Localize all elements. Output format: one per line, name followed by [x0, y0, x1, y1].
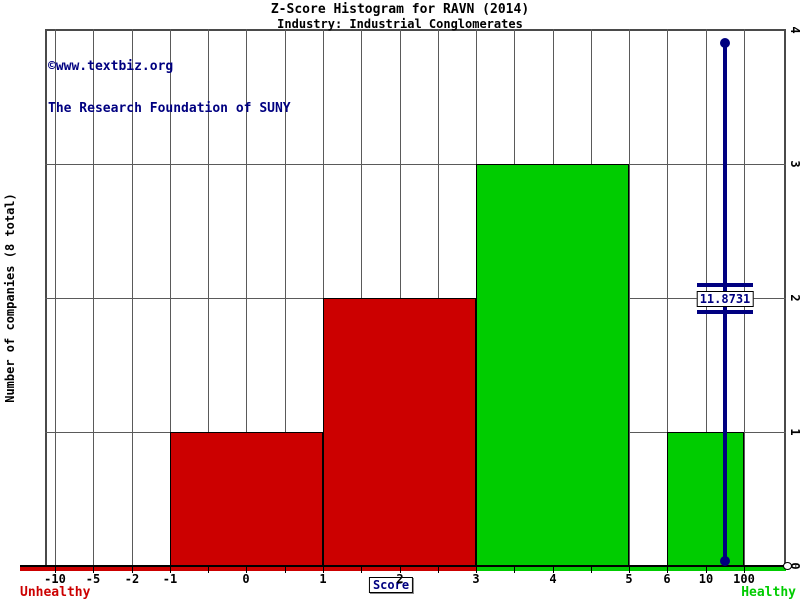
bar — [170, 432, 323, 566]
marker-whisker — [697, 283, 753, 287]
x-axis-title: Score — [368, 577, 414, 593]
x-tick — [553, 566, 554, 573]
x-tick-label: 4 — [549, 572, 557, 586]
v-gridline — [667, 29, 668, 566]
y-tick-label: 2 — [787, 291, 800, 305]
x-tick — [323, 566, 324, 573]
y-tick-label: 3 — [787, 157, 800, 171]
baseline-strip-healthy — [476, 567, 786, 571]
v-gridline — [132, 29, 133, 566]
x-tick — [438, 566, 439, 573]
x-tick-label: 1 — [319, 572, 327, 586]
watermark-line-2: The Research Foundation of SUNY — [48, 101, 291, 116]
v-gridline — [285, 29, 286, 566]
v-gridline — [170, 29, 171, 566]
x-tick-label: -2 — [124, 572, 140, 586]
x-tick — [476, 566, 477, 573]
x-tick-label: 100 — [733, 572, 755, 586]
marker-label: 11.8731 — [696, 291, 754, 307]
x-tick — [706, 566, 707, 573]
x-tick — [170, 566, 171, 573]
axis-end-circle — [783, 562, 792, 570]
h-gridline — [45, 164, 786, 165]
x-tick — [55, 566, 56, 573]
x-tick-label: -5 — [85, 572, 101, 586]
y-tick-label: 1 — [787, 425, 800, 439]
v-gridline — [55, 29, 56, 566]
x-tick — [285, 566, 286, 573]
x-tick-label: -1 — [162, 572, 178, 586]
v-gridline — [629, 29, 630, 566]
x-tick — [132, 566, 133, 573]
x-tick-label: 0 — [242, 572, 250, 586]
watermark: ©www.textbiz.org The Research Foundation… — [48, 32, 291, 144]
v-gridline — [400, 29, 401, 566]
x-axis-line — [20, 565, 786, 567]
x-tick — [93, 566, 94, 573]
bar — [476, 164, 629, 566]
v-gridline — [361, 29, 362, 566]
bar — [323, 298, 476, 566]
v-gridline — [208, 29, 209, 566]
chart-subtitle: Industry: Industrial Conglomerates — [277, 17, 523, 31]
x-tick — [246, 566, 247, 573]
x-tick-label: 5 — [625, 572, 633, 586]
zone-label-unhealthy: Unhealthy — [20, 585, 91, 600]
chart-title: Z-Score Histogram for RAVN (2014) — [270, 2, 530, 17]
y-axis-title: Number of companies (8 total) — [3, 193, 17, 403]
y-tick-label: 0 — [787, 559, 800, 573]
x-tick-label: 3 — [472, 572, 480, 586]
x-tick — [591, 566, 592, 573]
x-tick-label: 10 — [698, 572, 714, 586]
x-tick — [629, 566, 630, 573]
x-tick — [667, 566, 668, 573]
x-tick — [744, 566, 745, 573]
baseline-strip-unhealthy — [20, 567, 476, 571]
x-tick-label: 2 — [396, 572, 404, 586]
v-gridline — [323, 29, 324, 566]
watermark-line-1: ©www.textbiz.org — [48, 59, 174, 74]
bar — [667, 432, 744, 566]
y-tick-label: 4 — [787, 23, 800, 37]
x-tick — [208, 566, 209, 573]
plot-frame — [45, 29, 786, 566]
v-gridline — [93, 29, 94, 566]
v-gridline — [246, 29, 247, 566]
v-gridline — [438, 29, 439, 566]
x-tick-label: -10 — [44, 572, 66, 586]
x-tick — [514, 566, 515, 573]
marker-whisker — [697, 310, 753, 314]
marker-dot — [720, 556, 730, 566]
x-tick — [400, 566, 401, 573]
zone-label-healthy: Healthy — [741, 585, 796, 600]
x-tick — [361, 566, 362, 573]
x-tick-label: 6 — [663, 572, 671, 586]
marker-dot — [720, 38, 730, 48]
